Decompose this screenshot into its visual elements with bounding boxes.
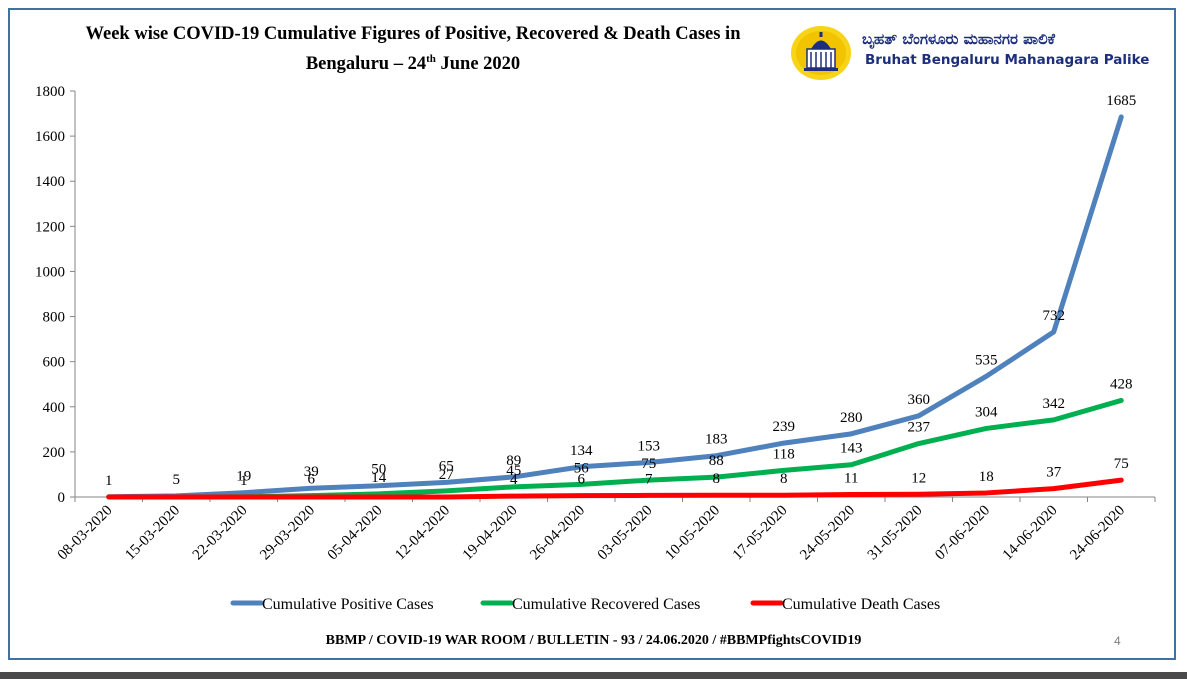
- vidhana-soudha-emblem-icon: [791, 26, 851, 80]
- bbmp-logo: ಬೃಹತ್ ಬೆಂಗಳೂರು ಮಹಾನಗರ ಪಾಲಿಕೆ Bruhat Beng…: [790, 24, 1160, 84]
- data-label-series-2: 88: [709, 453, 724, 469]
- data-label-series-1: 65: [439, 458, 454, 474]
- logo-english-text: Bruhat Bengaluru Mahanagara Palike: [865, 52, 1150, 68]
- data-label-series-2: 14: [371, 470, 387, 486]
- x-tick-label: 14-06-2020: [1000, 503, 1061, 564]
- y-tick-label: 1600: [35, 129, 65, 145]
- chart-title: Week wise COVID-19 Cumulative Figures of…: [38, 22, 788, 77]
- y-tick-label: 1800: [35, 84, 65, 100]
- data-label-series-3: 11: [844, 471, 858, 487]
- data-label-series-2: 45: [506, 463, 521, 479]
- logo-kannada-text: ಬೃಹತ್ ಬೆಂಗಳೂರು ಮಹಾನಗರ ಪಾಲಿಕೆ: [862, 30, 1055, 48]
- y-tick-label: 400: [43, 400, 66, 416]
- series-line-1: [106, 114, 1124, 500]
- data-label-series-2: 304: [975, 404, 998, 420]
- x-tick-label: 10-05-2020: [662, 503, 723, 564]
- page-number: 4: [1114, 634, 1121, 648]
- y-tick-label: 800: [43, 310, 66, 326]
- x-tick-label: 24-05-2020: [797, 503, 858, 564]
- data-label-series-3: 37: [1046, 465, 1062, 481]
- x-tick-label: 03-05-2020: [595, 503, 656, 564]
- data-label-series-3: 8: [713, 471, 721, 487]
- x-tick-label: 22-03-2020: [190, 503, 251, 564]
- data-label-series-1: 89: [506, 453, 521, 469]
- data-label-series-1: 239: [773, 419, 796, 435]
- data-label-series-3: 8: [780, 471, 788, 487]
- y-tick-label: 0: [58, 490, 66, 506]
- data-label-series-3: 4: [510, 472, 518, 488]
- data-label-series-1: 1685: [1106, 93, 1136, 109]
- title-line-2: Bengaluru – 24th June 2020: [38, 47, 788, 77]
- data-label-series-2: 56: [574, 460, 590, 476]
- legend-label-3: Cumulative Death Cases: [782, 596, 940, 613]
- series-line-3: [106, 477, 1124, 500]
- x-tick-label: 19-04-2020: [460, 503, 521, 564]
- y-tick-label: 600: [43, 355, 66, 371]
- data-label-series-3: 6: [578, 472, 586, 488]
- x-tick-label: 17-05-2020: [730, 503, 791, 564]
- data-label-series-1: 360: [908, 392, 931, 408]
- y-tick-label: 1200: [35, 219, 65, 235]
- data-label-series-2: 342: [1043, 396, 1066, 412]
- data-label-series-1: 183: [705, 432, 728, 448]
- data-label-series-1: 535: [975, 352, 998, 368]
- data-label-series-2: 1: [240, 473, 248, 489]
- title-line-1: Week wise COVID-19 Cumulative Figures of…: [85, 24, 741, 44]
- title-line-2-post: June 2020: [435, 54, 521, 75]
- x-tick-label: 24-06-2020: [1067, 503, 1128, 564]
- y-tick-label: 1400: [35, 174, 65, 190]
- title-superscript: th: [426, 53, 436, 65]
- x-tick-label: 08-03-2020: [55, 503, 116, 564]
- data-label-series-2: 6: [308, 472, 316, 488]
- x-tick-label: 31-05-2020: [865, 503, 926, 564]
- data-label-series-3: 18: [979, 469, 994, 485]
- x-tick-label: 12-04-2020: [392, 503, 453, 564]
- data-label-series-2: 143: [840, 441, 863, 457]
- x-tick-label: 29-03-2020: [257, 503, 318, 564]
- series-line-2: [106, 397, 1124, 500]
- y-tick-label: 200: [43, 445, 66, 461]
- slide-frame: [8, 8, 1176, 660]
- data-label-series-1: 5: [173, 472, 181, 488]
- data-label-series-2: 118: [773, 446, 795, 462]
- data-label-series-1: 732: [1043, 308, 1066, 324]
- bottom-bar: [0, 672, 1187, 679]
- data-label-series-2: 237: [908, 420, 931, 436]
- data-label-series-1: 153: [638, 438, 661, 454]
- x-tick-label: 05-04-2020: [325, 503, 386, 564]
- data-label-series-1: 39: [304, 464, 319, 480]
- data-label-series-2: 428: [1110, 376, 1133, 392]
- x-tick-label: 07-06-2020: [932, 503, 993, 564]
- data-label-series-1: 50: [371, 462, 386, 478]
- data-label-series-1: 19: [236, 469, 251, 485]
- data-label-series-1: 1: [105, 473, 113, 489]
- y-tick-label: 1000: [35, 264, 65, 280]
- x-tick-label: 15-03-2020: [122, 503, 183, 564]
- data-label-series-3: 75: [1114, 456, 1129, 472]
- legend-label-2: Cumulative Recovered Cases: [512, 596, 700, 613]
- title-line-2-pre: Bengaluru – 24: [305, 54, 427, 75]
- data-label-series-1: 134: [570, 443, 593, 459]
- data-label-series-3: 7: [645, 471, 653, 487]
- legend-label-1: Cumulative Positive Cases: [262, 596, 434, 613]
- data-label-series-2: 27: [439, 467, 455, 483]
- data-label-series-2: 75: [641, 456, 656, 472]
- data-label-series-1: 280: [840, 410, 863, 426]
- bulletin-footer: BBMP / COVID-19 WAR ROOM / BULLETIN - 93…: [325, 633, 862, 648]
- data-label-series-3: 12: [911, 470, 926, 486]
- x-tick-label: 26-04-2020: [527, 503, 588, 564]
